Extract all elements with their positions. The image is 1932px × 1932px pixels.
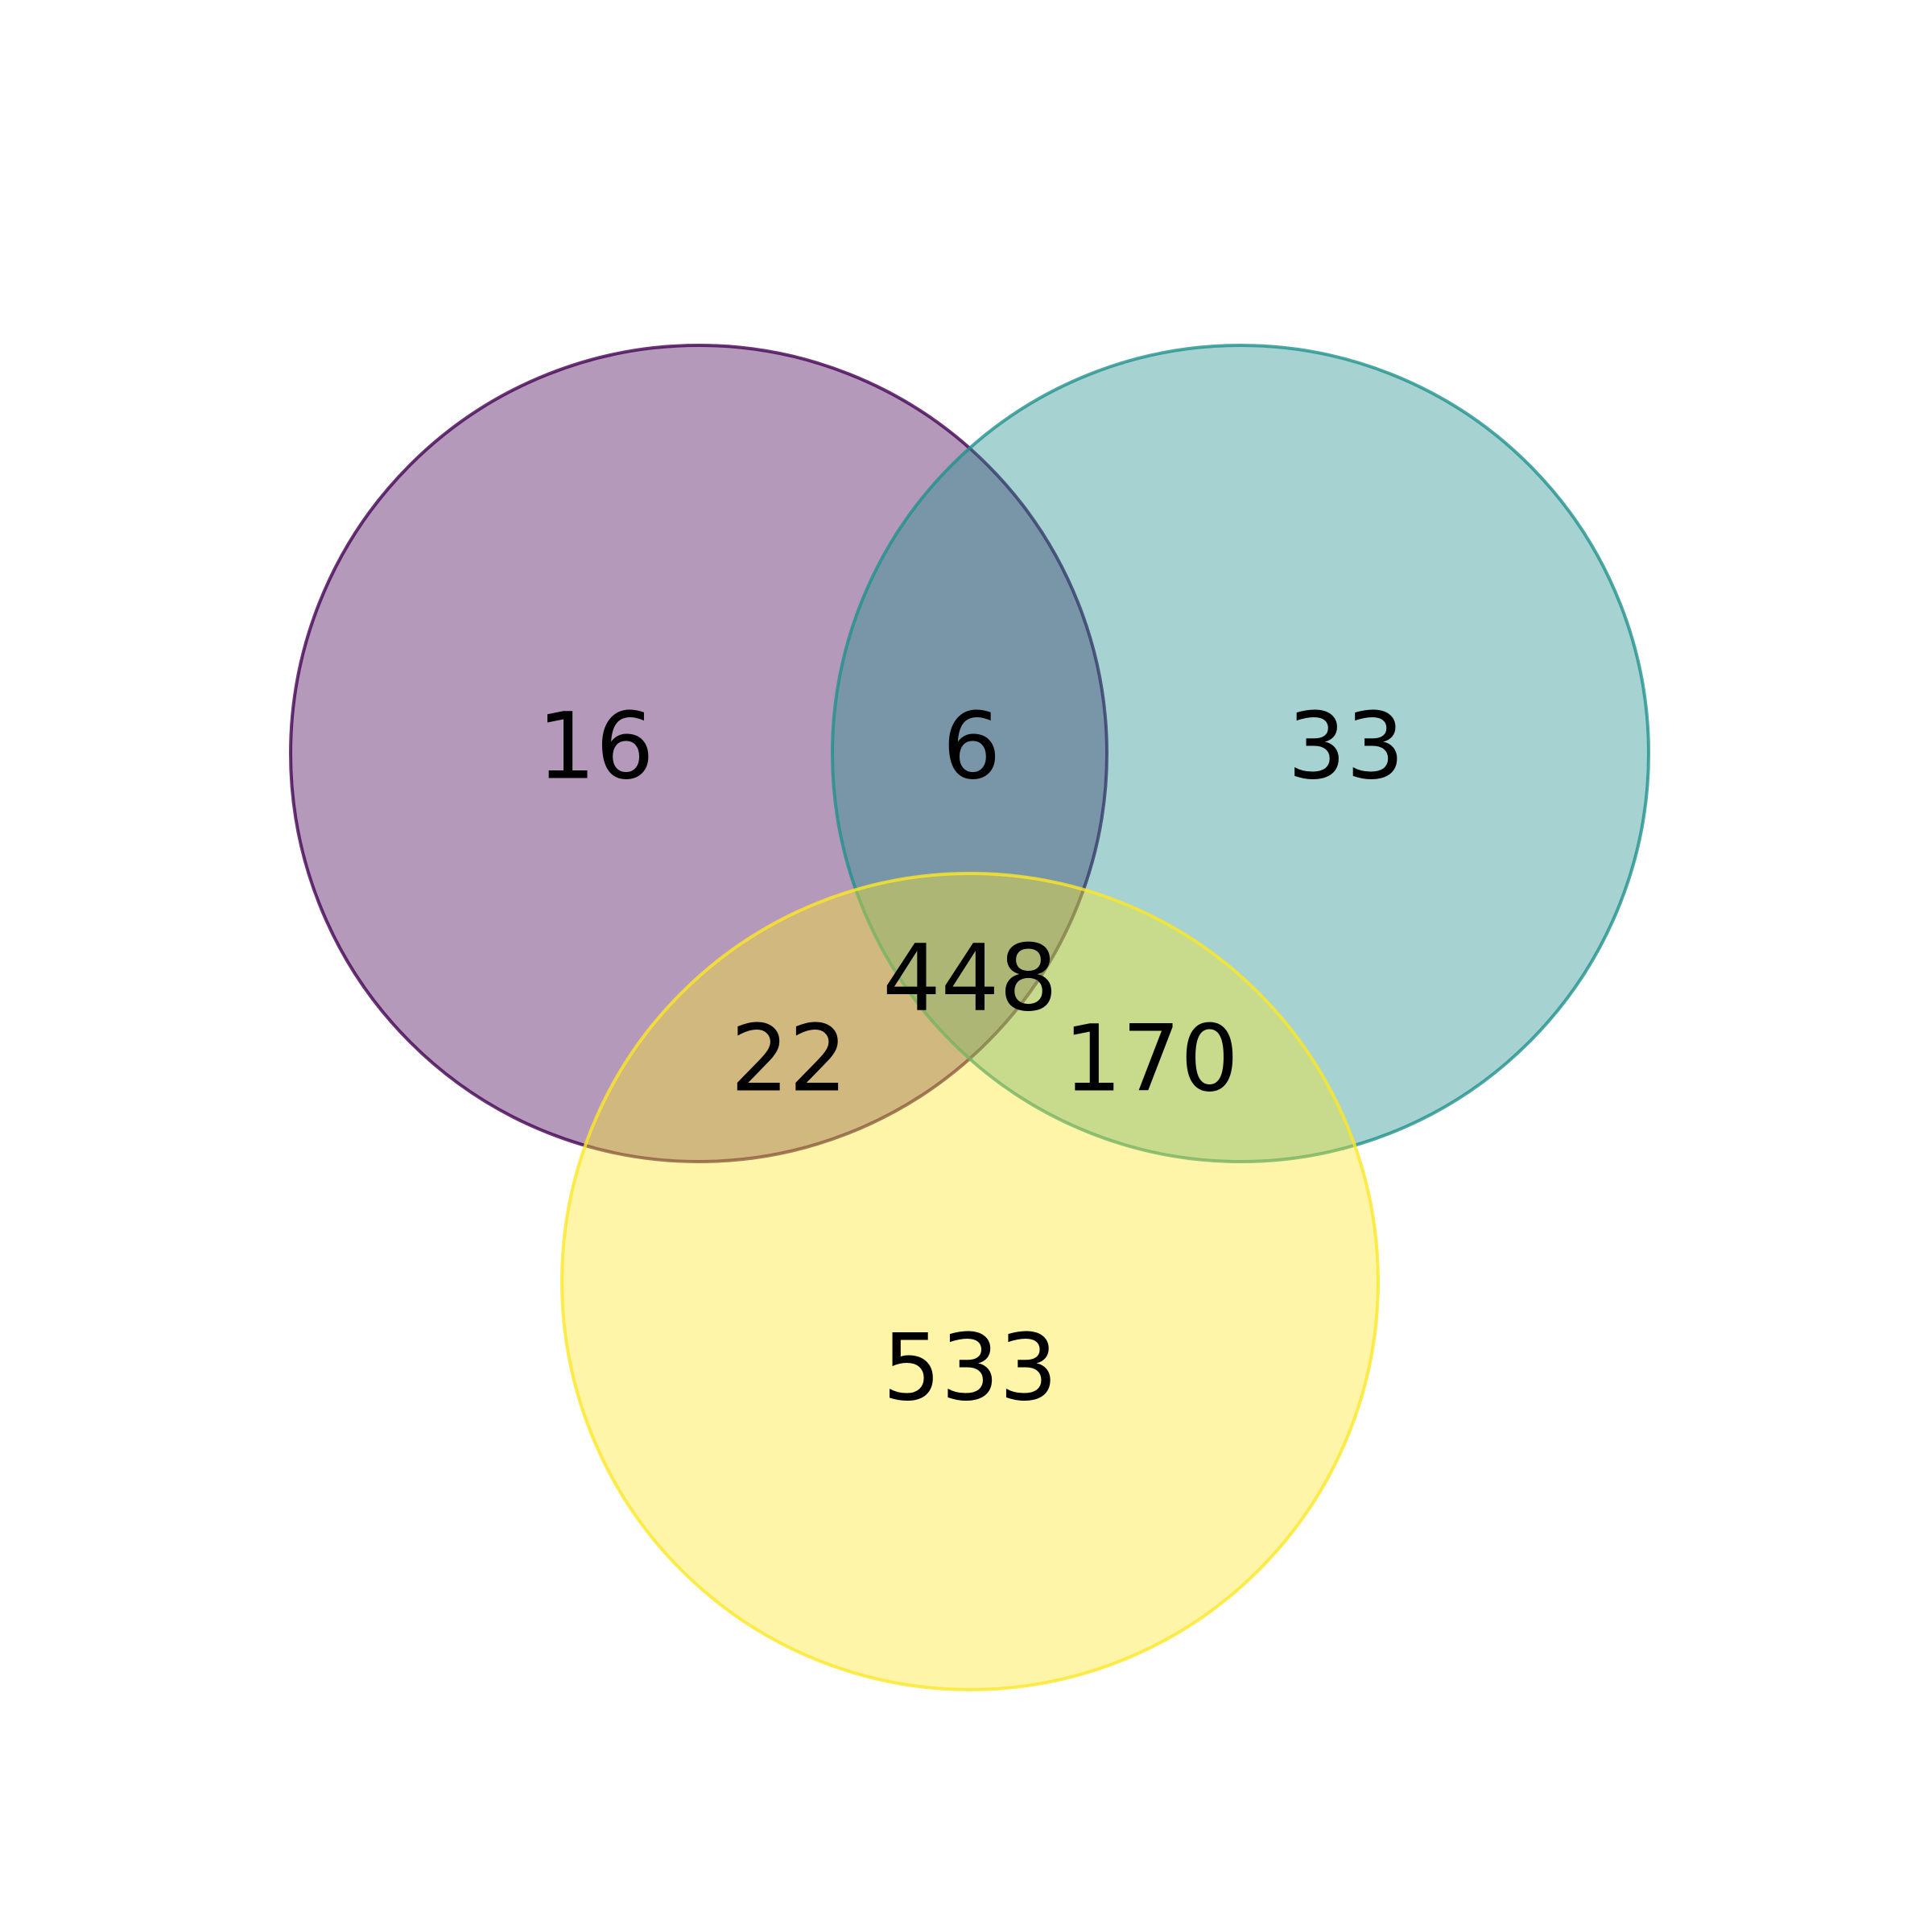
region-abc-label: 448 [882,924,1058,1031]
region-bc-only-label: 170 [1063,1005,1239,1112]
region-a-only-label: 16 [537,692,654,799]
set-b-circle [831,344,1650,1163]
region-c-only-label: 533 [882,1314,1058,1421]
set-a-circle [289,344,1108,1163]
set-c-circle [560,872,1380,1691]
region-ab-only-label: 6 [943,692,1001,799]
region-b-only-label: 33 [1287,692,1404,799]
region-ac-only-label: 22 [730,1005,847,1112]
